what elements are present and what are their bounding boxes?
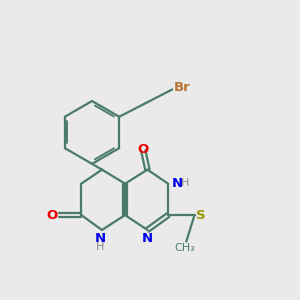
Text: Br: Br <box>174 81 190 94</box>
Text: H: H <box>181 178 189 188</box>
Text: S: S <box>196 208 206 222</box>
Text: O: O <box>138 142 149 156</box>
Text: N: N <box>142 232 153 245</box>
Text: CH₃: CH₃ <box>174 243 195 253</box>
Text: O: O <box>46 208 57 222</box>
Text: N: N <box>172 177 183 190</box>
Text: H: H <box>96 242 105 252</box>
Text: N: N <box>95 232 106 245</box>
